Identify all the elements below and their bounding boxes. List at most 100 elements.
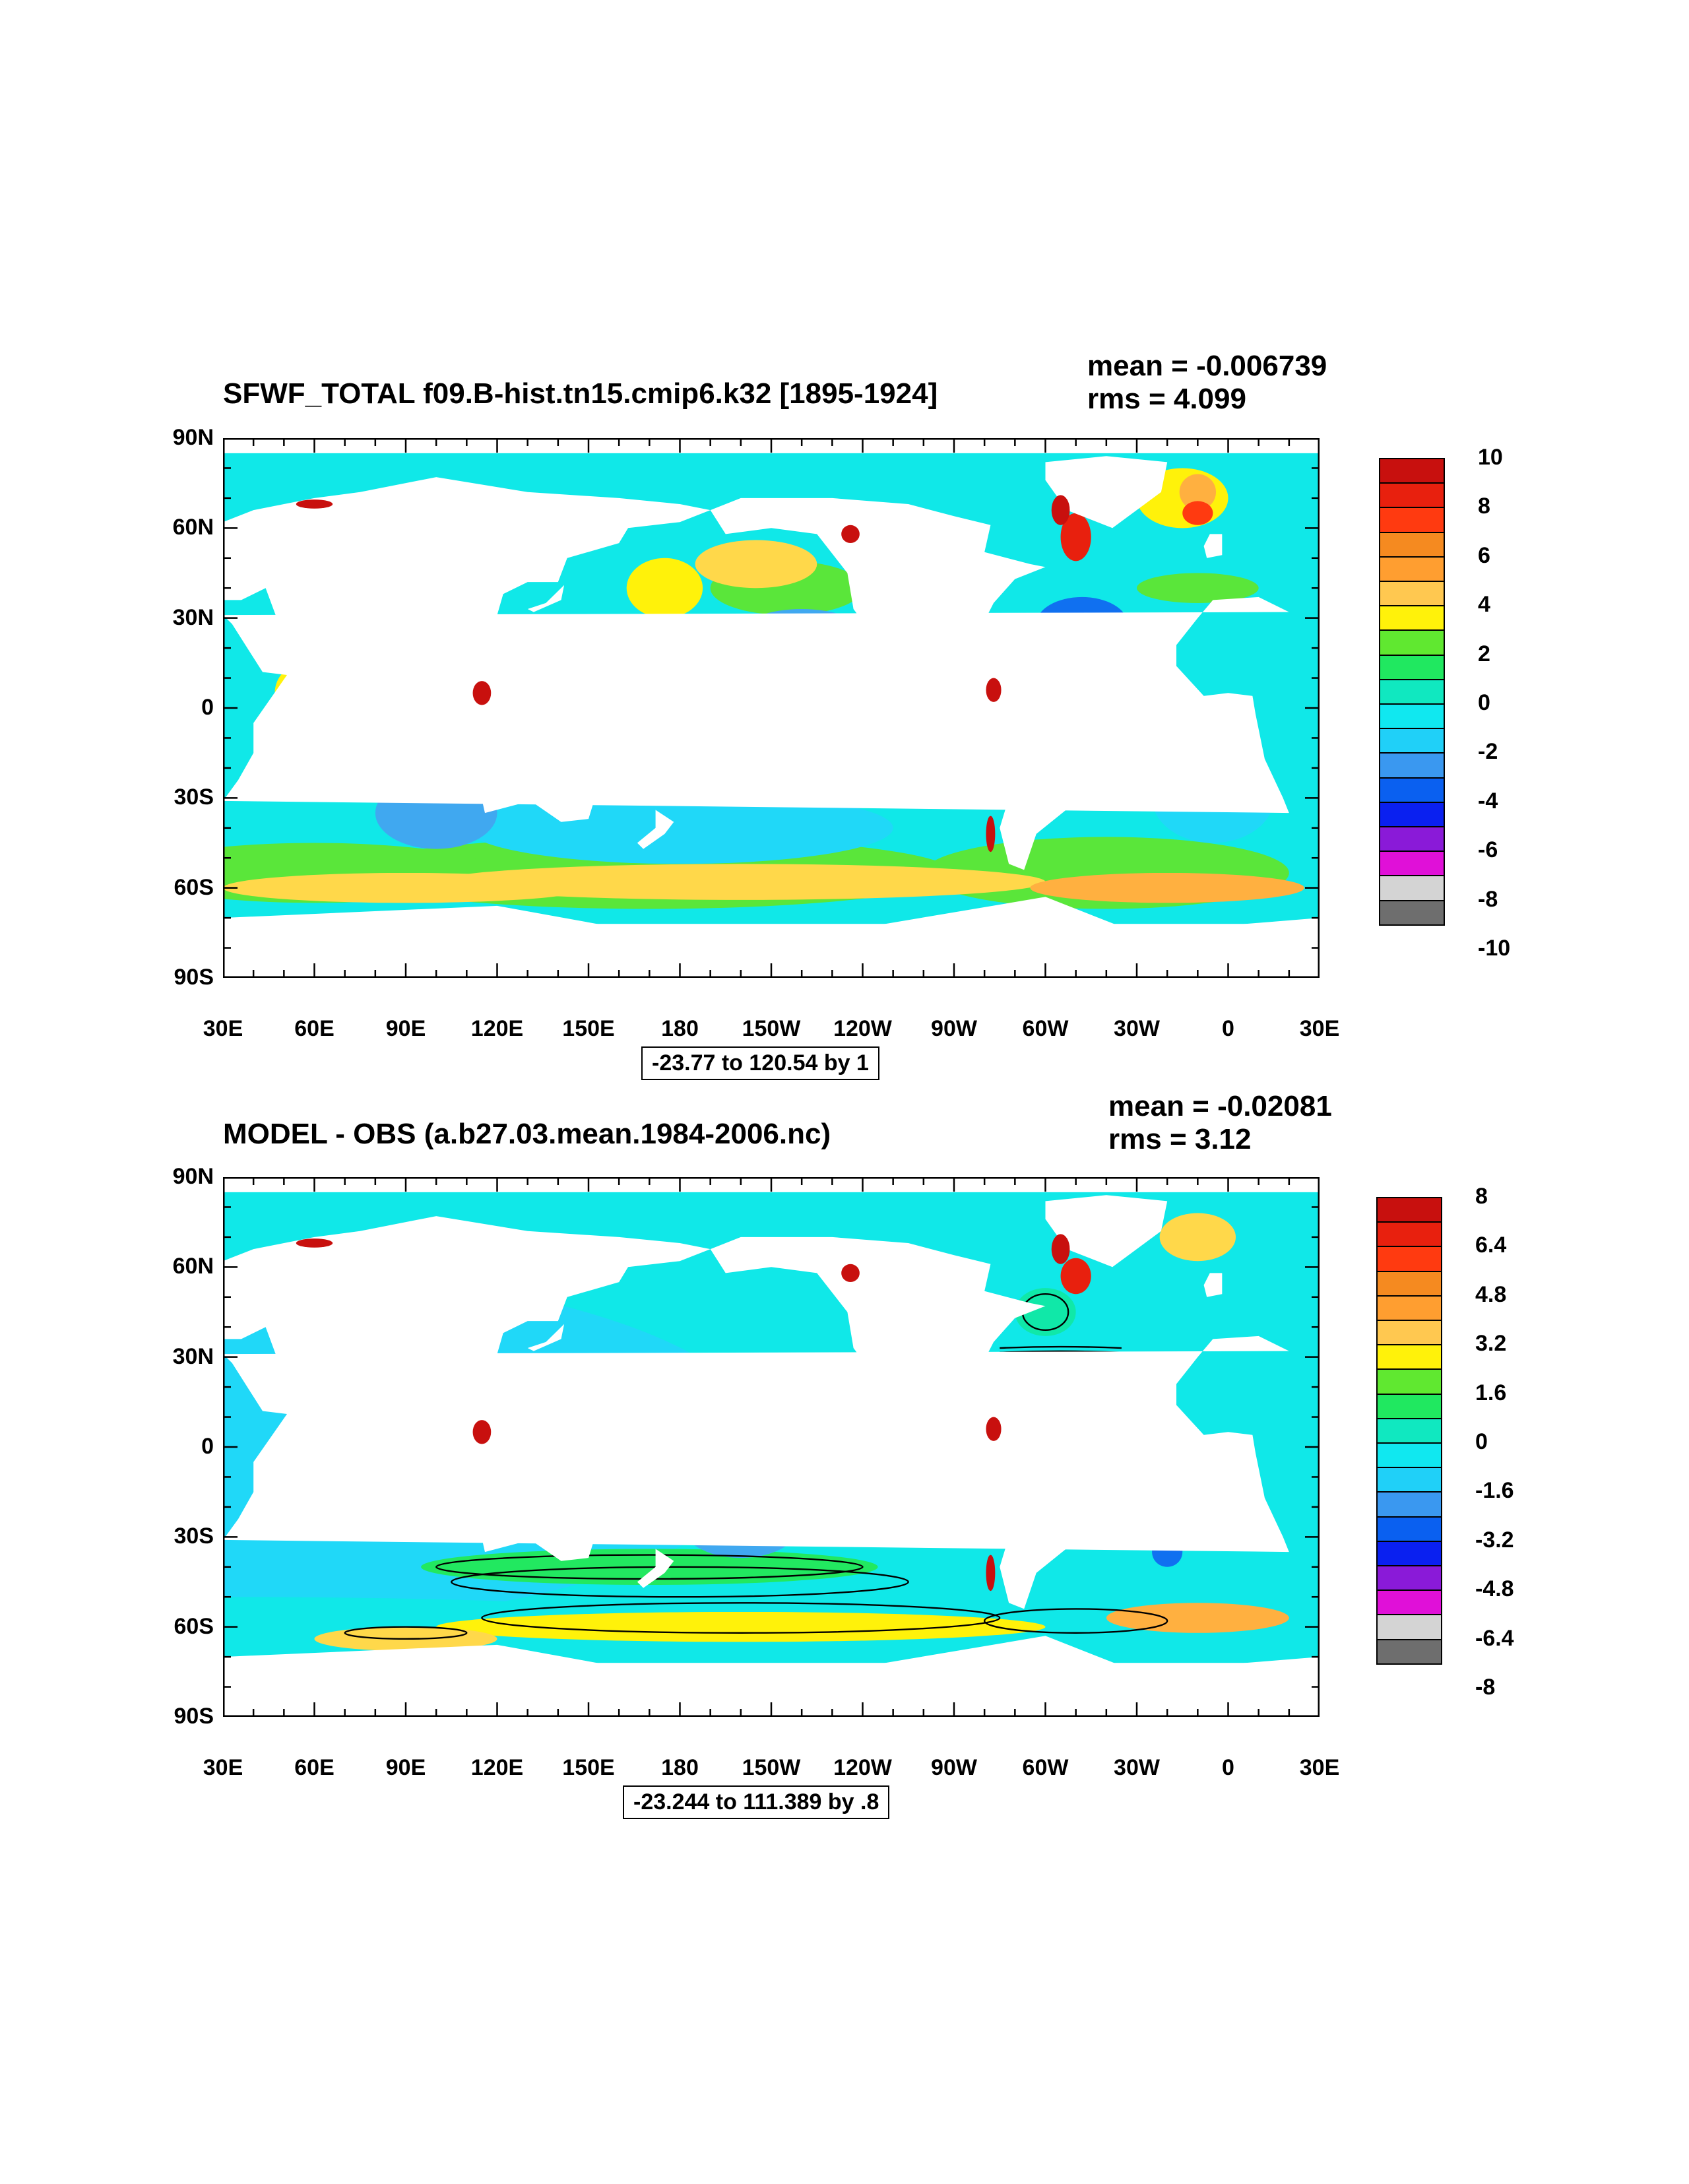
x-tick-label: 180 bbox=[661, 1016, 699, 1041]
colorbar-swatch bbox=[1376, 1491, 1442, 1518]
colorbar-swatch bbox=[1379, 826, 1445, 852]
axis-ticks bbox=[223, 438, 1320, 978]
colorbar-swatch bbox=[1376, 1344, 1442, 1370]
land-png bbox=[530, 1450, 589, 1477]
coastal-highlight bbox=[1051, 495, 1070, 525]
field-region bbox=[1106, 1603, 1289, 1633]
colorbar-swatch bbox=[1376, 1246, 1442, 1272]
coastal-highlight bbox=[1051, 1234, 1070, 1264]
y-tick-label: 0 bbox=[201, 695, 214, 720]
colorbar-label: -4.8 bbox=[1475, 1576, 1514, 1602]
contour-range-box: -23.244 to 111.389 by .8 bbox=[623, 1785, 890, 1819]
colorbar-label: -10 bbox=[1478, 936, 1511, 961]
colorbar-label: -3.2 bbox=[1475, 1527, 1514, 1553]
x-tick-label: 120W bbox=[833, 1016, 892, 1041]
x-tick-label: 150W bbox=[742, 1016, 801, 1041]
contour-range-box: -23.77 to 120.54 by 1 bbox=[641, 1046, 879, 1080]
land-japan bbox=[527, 585, 565, 612]
x-tick-label: 0 bbox=[1222, 1016, 1234, 1041]
land-nz bbox=[637, 810, 674, 849]
contour-line bbox=[983, 1608, 1168, 1634]
field-region bbox=[1179, 474, 1217, 511]
axis-ticks bbox=[223, 1177, 1320, 1717]
coastal-highlights bbox=[296, 1234, 1070, 1591]
field-region bbox=[436, 1611, 1046, 1642]
colorbar-swatch bbox=[1379, 777, 1445, 803]
coastal-highlight bbox=[986, 816, 996, 852]
colorbar-swatch bbox=[1376, 1417, 1442, 1444]
colorbar-swatch bbox=[1376, 1368, 1442, 1395]
colorbar-swatch bbox=[1376, 1442, 1442, 1469]
land-s_amer bbox=[981, 1414, 1122, 1609]
x-tick-label: 120E bbox=[470, 1016, 524, 1041]
x-tick-label: 150E bbox=[562, 1016, 615, 1041]
coastal-highlight bbox=[472, 681, 492, 705]
colorbar-label: 8 bbox=[1475, 1184, 1488, 1209]
colorbar-swatch bbox=[1379, 875, 1445, 901]
x-tick-label: 30W bbox=[1114, 1755, 1160, 1780]
colorbar-label: 10 bbox=[1478, 445, 1503, 470]
colorbar-label: 1.6 bbox=[1475, 1380, 1507, 1405]
land-nz bbox=[637, 1549, 674, 1588]
colorbar-swatch bbox=[1376, 1270, 1442, 1297]
colorbar-swatch bbox=[1376, 1467, 1442, 1493]
map-canvas bbox=[223, 1177, 1320, 1717]
contour-line bbox=[1000, 1345, 1122, 1349]
x-tick-label: 180 bbox=[661, 1755, 699, 1780]
y-tick-label: 60S bbox=[174, 874, 214, 900]
land-austr bbox=[478, 741, 598, 822]
land-mask bbox=[223, 438, 1320, 978]
coastal-highlight bbox=[841, 525, 860, 544]
mean-label: mean = -0.006739 bbox=[1087, 350, 1327, 382]
colorbar-swatch bbox=[1379, 851, 1445, 877]
coastal-highlight bbox=[296, 499, 333, 509]
x-tick-label: 30E bbox=[1299, 1755, 1340, 1780]
colorbar-swatch bbox=[1376, 1614, 1442, 1640]
y-tick-label: 30N bbox=[172, 604, 214, 630]
coastal-highlights bbox=[296, 495, 1070, 852]
y-tick-label: 90N bbox=[172, 1164, 214, 1189]
y-tick-label: 60N bbox=[172, 515, 214, 540]
y-tick-label: 60S bbox=[174, 1613, 214, 1639]
x-tick-label: 60E bbox=[294, 1016, 335, 1041]
colorbar-swatch bbox=[1376, 1320, 1442, 1346]
field-region bbox=[1060, 1258, 1091, 1295]
land-greenl bbox=[1045, 456, 1168, 529]
x-tick-label: 120W bbox=[833, 1755, 892, 1780]
colorbar-label: -6 bbox=[1478, 837, 1498, 863]
colorbar-swatch bbox=[1376, 1393, 1442, 1419]
coastal-highlight bbox=[986, 1417, 1002, 1441]
colorbar-swatch bbox=[1376, 1295, 1442, 1321]
colorbar-swatch bbox=[1379, 654, 1445, 680]
field-region bbox=[1030, 872, 1304, 903]
colorbar-swatch bbox=[1379, 605, 1445, 631]
land-antarc bbox=[223, 1636, 1320, 1717]
x-tick-label: 150W bbox=[742, 1755, 801, 1780]
x-tick-label: 0 bbox=[1222, 1755, 1234, 1780]
colorbar-swatch bbox=[1376, 1516, 1442, 1542]
map-plot bbox=[223, 438, 1320, 978]
x-tick-label: 30E bbox=[203, 1755, 243, 1780]
colorbar-swatch bbox=[1379, 678, 1445, 705]
field-region bbox=[223, 872, 589, 903]
plot-title: MODEL - OBS (a.b27.03.mean.1984-2006.nc) bbox=[223, 1118, 831, 1150]
colorbar-label: -8 bbox=[1475, 1675, 1496, 1700]
land-n_amer bbox=[710, 1237, 1046, 1423]
y-tick-label: 30N bbox=[172, 1343, 214, 1369]
y-tick-label: 30S bbox=[174, 1524, 214, 1549]
y-tick-label: 60N bbox=[172, 1254, 214, 1279]
colorbar-swatch bbox=[1379, 752, 1445, 779]
mean-label: mean = -0.02081 bbox=[1108, 1090, 1332, 1122]
y-tick-label: 90S bbox=[174, 1704, 214, 1729]
colorbar-swatch bbox=[1379, 899, 1445, 926]
field-region bbox=[1060, 513, 1091, 562]
x-tick-label: 30E bbox=[1299, 1016, 1340, 1041]
coastal-highlight bbox=[296, 1238, 333, 1248]
contour-line bbox=[451, 1566, 909, 1598]
coastal-highlight bbox=[472, 1420, 492, 1444]
colorbar-swatch bbox=[1376, 1590, 1442, 1616]
x-tick-label: 60W bbox=[1022, 1016, 1069, 1041]
land-uk bbox=[1203, 534, 1223, 558]
field-region bbox=[1137, 573, 1259, 603]
plot-title: SFWF_TOTAL f09.B-hist.tn15.cmip6.k32 [18… bbox=[223, 377, 938, 410]
